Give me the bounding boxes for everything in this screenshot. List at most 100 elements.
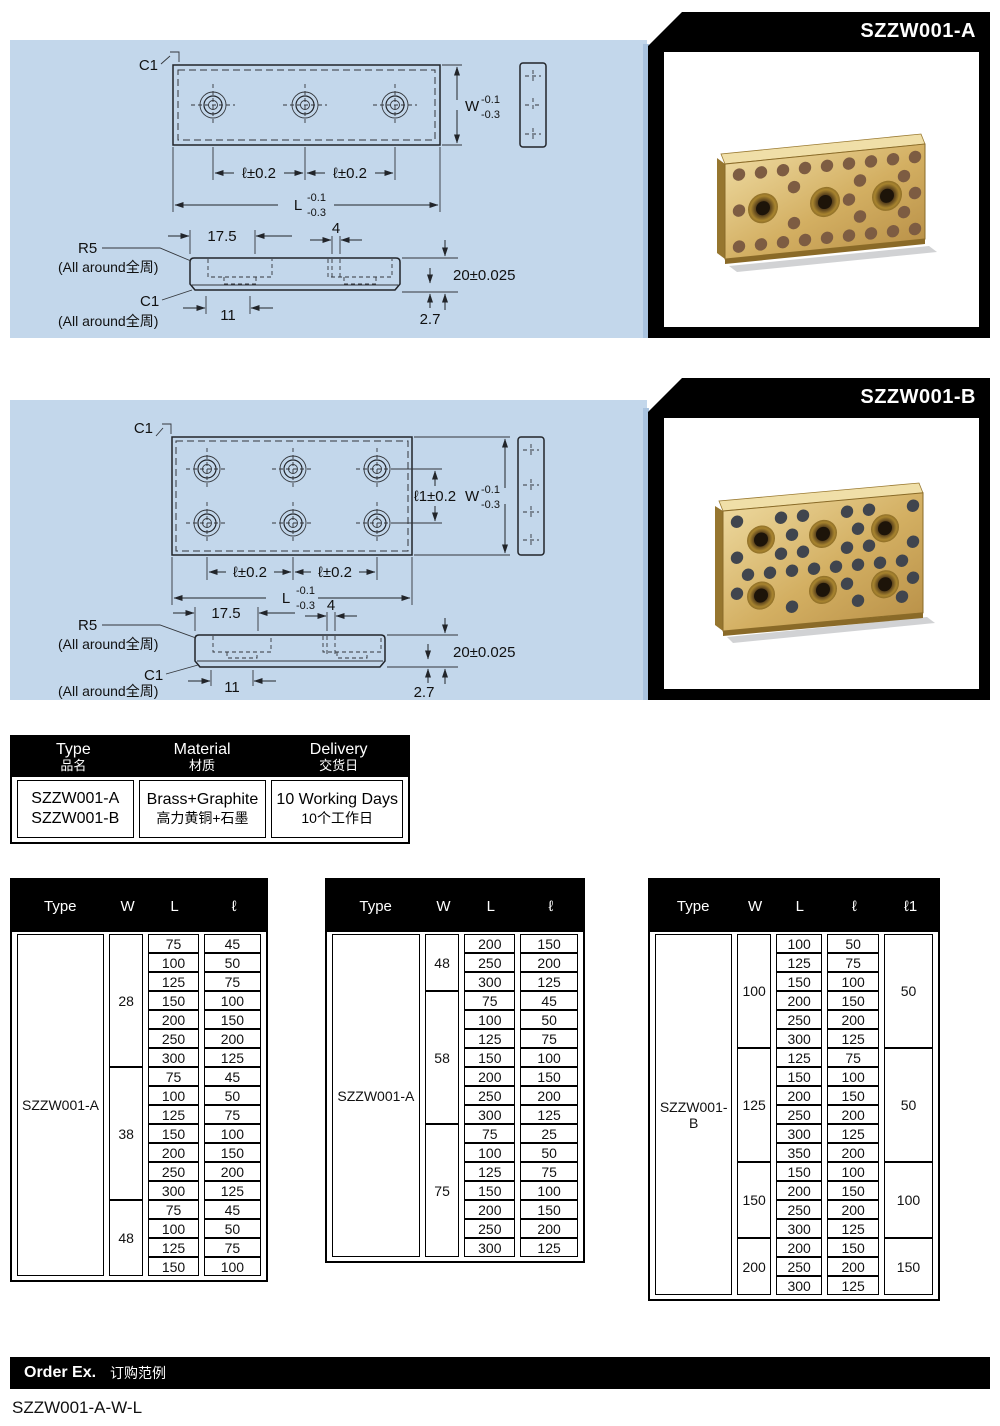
graphite-plug xyxy=(776,163,789,176)
type-cell: SZZW001-A xyxy=(17,934,105,1276)
w-cell: 75 xyxy=(424,1124,460,1257)
plugs-b xyxy=(730,498,919,613)
l-cell: 300 xyxy=(148,1181,199,1200)
l-cell: 300 xyxy=(775,1276,823,1295)
dim-label-11: 11 xyxy=(224,679,240,696)
frame-accent-strip xyxy=(643,44,649,338)
table-row: 250 200 xyxy=(17,1162,261,1181)
table-row: 250 200 xyxy=(655,1257,933,1276)
product-photo-frame-a: SZZW001-A xyxy=(648,12,990,338)
graphite-plug xyxy=(774,546,787,560)
plate-hole xyxy=(746,580,775,610)
table-row: 150 100 xyxy=(17,1257,261,1276)
table-row: 300 125 xyxy=(332,1238,578,1257)
table-row: 100 50 xyxy=(17,1086,261,1105)
l-cell: 250 xyxy=(464,953,516,972)
pitch-cell: 100 xyxy=(520,1048,578,1067)
table-row: 100 50 xyxy=(17,953,261,972)
l-cell: 100 xyxy=(148,1219,199,1238)
spec-header-type: Type 品名 xyxy=(56,741,91,773)
l-cell: 300 xyxy=(148,1048,199,1067)
dim-l-tol-lower: -0.3 xyxy=(296,600,315,612)
l-cell: 250 xyxy=(775,1010,823,1029)
table-row: 150 100 xyxy=(655,1067,933,1086)
l-cell: 300 xyxy=(775,1124,823,1143)
graphite-plug xyxy=(807,561,820,575)
plate-shadow xyxy=(728,245,937,272)
pitch-cell: 200 xyxy=(203,1029,261,1048)
pitch-cell: 75 xyxy=(827,1048,879,1067)
pitch-cell: 125 xyxy=(520,1238,578,1257)
graphite-plug xyxy=(864,226,877,240)
table-row: 150 100 xyxy=(17,991,261,1010)
dim-label-r5: R5 xyxy=(78,240,97,257)
graphite-plug xyxy=(754,237,767,251)
pitch-cell: 45 xyxy=(520,991,578,1010)
graphite-plug xyxy=(829,559,842,573)
spec-table-header: Type 品名 Material 材质 Delivery 交货日 xyxy=(12,737,408,777)
l-cell: 150 xyxy=(148,1124,199,1143)
dim-label-11: 11 xyxy=(220,307,236,324)
pitch-cell: 150 xyxy=(827,991,879,1010)
pitch-cell: 50 xyxy=(203,953,261,972)
pitch-cell: 50 xyxy=(203,1086,261,1105)
table-row: 300 125 xyxy=(17,1181,261,1200)
graphite-plug xyxy=(908,150,921,163)
dim-label-l: L xyxy=(282,590,290,607)
counterbore-hole xyxy=(186,502,228,544)
table-row: 200 150 xyxy=(655,991,933,1010)
graphite-plug xyxy=(906,498,919,512)
pitch-cell: 100 xyxy=(203,1257,261,1276)
graphite-plug xyxy=(796,544,809,558)
table-row: 200 200 150 150 xyxy=(655,1238,933,1295)
l-cell: 75 xyxy=(148,934,199,953)
graphite-plug xyxy=(906,534,919,548)
pitch-cell: 75 xyxy=(520,1029,578,1048)
column-header: Type xyxy=(359,897,392,915)
plate-face-a xyxy=(724,142,925,260)
product-photo-b xyxy=(664,418,979,689)
drawing-panel-b: C1 ℓ1±0.2 W -0.1 -0.3 ℓ±0.2 xyxy=(10,400,647,701)
pitch-cell: 75 xyxy=(827,953,879,972)
l-cell: 75 xyxy=(148,1200,199,1219)
graphite-plug xyxy=(774,510,787,524)
plate-hole xyxy=(870,569,899,598)
l-cell: 300 xyxy=(775,1029,823,1048)
order-bar-title-zh: 订购范例 xyxy=(110,1365,167,1381)
plate-hole xyxy=(747,192,778,223)
pitch-cell: 125 xyxy=(827,1276,879,1295)
pitch-cell: 200 xyxy=(827,1143,879,1162)
l-cell: 150 xyxy=(775,1162,823,1181)
dim-l-tol-lower: -0.3 xyxy=(307,207,326,219)
pitch-cell: 150 xyxy=(203,1143,261,1162)
l-cell: 150 xyxy=(148,991,199,1010)
w-cell: 58 xyxy=(424,991,460,1124)
graphite-plug xyxy=(851,593,864,607)
dim-label-4: 4 xyxy=(332,220,340,237)
note-all-around-2: (All around全周) xyxy=(58,313,158,329)
graphite-plug xyxy=(730,515,743,528)
dim-label-pitch-1: ℓ±0.2 xyxy=(233,564,267,581)
plate-left-edge xyxy=(714,505,723,631)
technical-drawing-a: C1 W -0.1 -0.3 ℓ±0.2 ℓ±0.2 L xyxy=(58,51,547,329)
table-row: 250 200 xyxy=(17,1029,261,1048)
graphite-plug xyxy=(798,161,811,174)
l-cell: 75 xyxy=(464,991,516,1010)
l-cell: 100 xyxy=(148,953,199,972)
plate-hole xyxy=(809,186,840,217)
plate-hole xyxy=(870,513,899,542)
graphite-plug xyxy=(820,231,833,244)
dim-w-tol-upper: -0.1 xyxy=(481,484,500,496)
pitch-cell: 45 xyxy=(203,934,261,953)
l-cell: 100 xyxy=(464,1010,516,1029)
graphite-plug xyxy=(895,589,908,603)
graphite-plug xyxy=(785,527,798,541)
column-header: L xyxy=(795,897,804,915)
l-cell: 125 xyxy=(148,1238,199,1257)
graphite-plug xyxy=(796,508,809,522)
